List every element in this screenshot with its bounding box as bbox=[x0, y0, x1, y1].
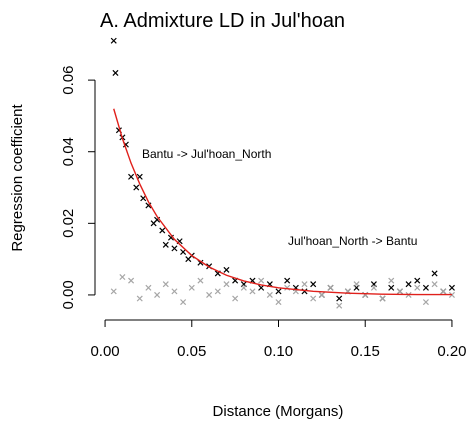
data-point bbox=[336, 295, 343, 302]
x-tick-label: 0.20 bbox=[437, 343, 466, 360]
data-point bbox=[284, 284, 291, 291]
fit-line bbox=[113, 108, 452, 296]
data-point bbox=[414, 277, 421, 284]
data-point bbox=[159, 227, 166, 234]
data-point bbox=[112, 69, 119, 76]
data-point bbox=[110, 288, 117, 295]
data-point bbox=[133, 184, 140, 191]
data-point bbox=[258, 277, 265, 284]
y-tick-label: 0.00 bbox=[60, 280, 77, 309]
data-point bbox=[223, 266, 230, 273]
chart-title: A. Admixture LD in Jul'hoan bbox=[100, 10, 345, 32]
annotation: Bantu -> Jul'hoan_North bbox=[142, 147, 271, 161]
data-point bbox=[167, 234, 174, 241]
data-point bbox=[145, 284, 152, 291]
data-point bbox=[275, 288, 282, 295]
data-point bbox=[119, 274, 126, 281]
data-point bbox=[422, 299, 429, 306]
data-point bbox=[162, 281, 169, 288]
data-point bbox=[214, 288, 221, 295]
data-point bbox=[206, 291, 213, 298]
data-point bbox=[448, 284, 455, 291]
data-point bbox=[327, 284, 334, 291]
data-point bbox=[431, 270, 438, 277]
data-point bbox=[440, 288, 447, 295]
data-point bbox=[396, 288, 403, 295]
data-point bbox=[422, 284, 429, 291]
data-point bbox=[336, 302, 343, 309]
data-point bbox=[110, 37, 117, 44]
data-point bbox=[388, 284, 395, 291]
data-point bbox=[223, 281, 230, 288]
data-point bbox=[249, 288, 256, 295]
data-point bbox=[310, 281, 317, 288]
data-point bbox=[301, 288, 308, 295]
data-point bbox=[188, 284, 195, 291]
y-tick-label: 0.06 bbox=[60, 66, 77, 95]
annotation: Jul'hoan_North -> Bantu bbox=[288, 234, 417, 248]
y-tick-label: 0.04 bbox=[60, 137, 77, 166]
x-tick-label: 0.15 bbox=[351, 343, 380, 360]
data-point bbox=[301, 281, 308, 288]
data-point bbox=[154, 291, 161, 298]
data-point bbox=[275, 299, 282, 306]
data-point bbox=[140, 195, 147, 202]
data-point bbox=[370, 284, 377, 291]
data-point bbox=[128, 173, 135, 180]
data-point bbox=[197, 277, 204, 284]
data-point bbox=[180, 248, 187, 255]
data-point bbox=[136, 295, 143, 302]
data-point bbox=[379, 295, 386, 302]
data-point bbox=[318, 291, 325, 298]
data-point bbox=[353, 281, 360, 288]
data-point bbox=[197, 259, 204, 266]
data-point bbox=[232, 295, 239, 302]
data-point bbox=[284, 277, 291, 284]
y-tick-label: 0.02 bbox=[60, 209, 77, 238]
data-point bbox=[405, 281, 412, 288]
data-point bbox=[258, 284, 265, 291]
data-point bbox=[414, 284, 421, 291]
data-point bbox=[171, 245, 178, 252]
data-point bbox=[162, 241, 169, 248]
x-axis-label: Distance (Morgans) bbox=[213, 403, 344, 420]
x-tick-label: 0.05 bbox=[177, 343, 206, 360]
data-point bbox=[171, 288, 178, 295]
y-axis-label: Regression coefficient bbox=[9, 104, 26, 252]
data-point bbox=[266, 291, 273, 298]
x-tick-label: 0.10 bbox=[264, 343, 293, 360]
data-point bbox=[431, 281, 438, 288]
data-point bbox=[240, 284, 247, 291]
x-tick-label: 0.00 bbox=[90, 343, 119, 360]
data-point bbox=[128, 277, 135, 284]
data-point bbox=[388, 277, 395, 284]
data-point bbox=[180, 299, 187, 306]
data-point bbox=[310, 295, 317, 302]
